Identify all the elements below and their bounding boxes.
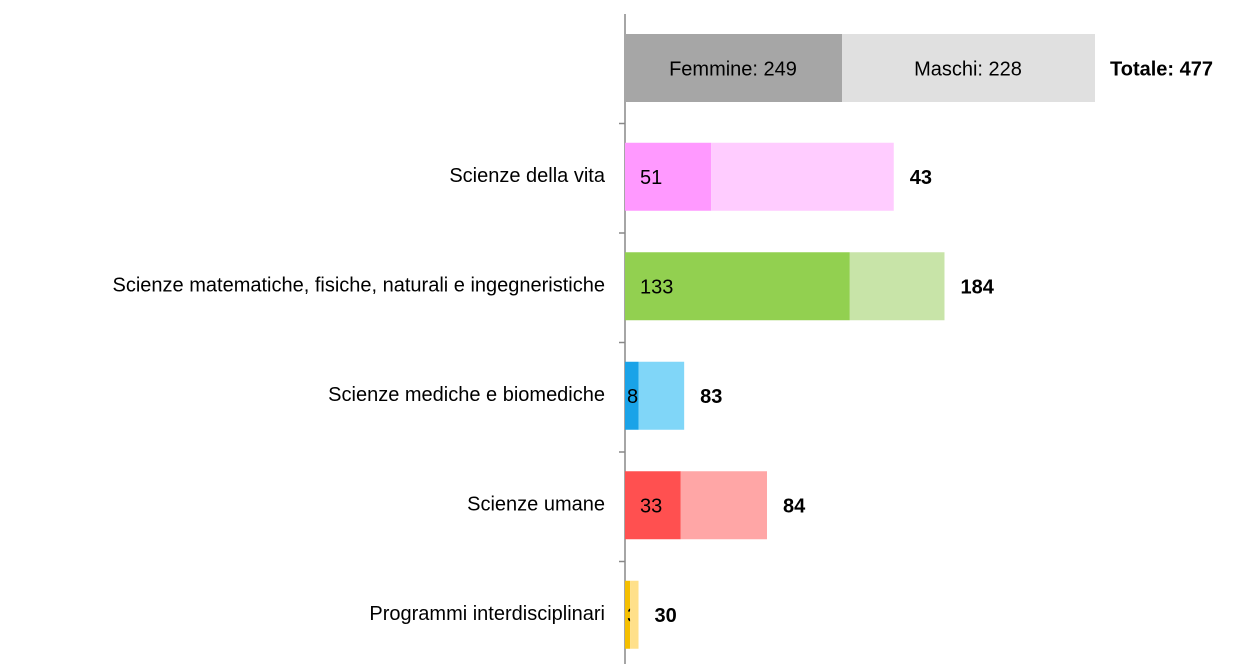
legend-male: Maschi: 228 [914, 58, 1022, 80]
bar-segment [638, 361, 685, 430]
bar-annotation: 43 [910, 167, 932, 189]
bar-segment [630, 580, 639, 649]
bar-segment [625, 471, 681, 540]
legend-female-swatch [625, 34, 842, 102]
bar-segment [849, 252, 945, 321]
bar-annotation: 83 [700, 386, 722, 408]
category-label: Scienze della vita [449, 165, 606, 187]
bar-segment [625, 580, 631, 649]
legend-total: Totale: 477 [1110, 58, 1213, 80]
bar-segment [680, 471, 767, 540]
bar-segment [625, 252, 850, 321]
bar-value-label: 33 [640, 496, 662, 518]
bar-segment [711, 142, 894, 211]
legend-female: Femmine: 249 [669, 58, 797, 80]
legend-male-swatch [842, 34, 1095, 102]
bar-annotation: 84 [783, 496, 806, 518]
bar-annotation: 184 [960, 277, 994, 299]
bar-value-label: 51 [640, 167, 662, 189]
category-label: Scienze matematiche, fisiche, naturali e… [113, 275, 605, 297]
bar-value-label: 8 [627, 386, 638, 408]
bar-segment [625, 361, 639, 430]
bar-segment [625, 142, 712, 211]
category-label: Scienze umane [467, 494, 605, 516]
category-label: Scienze mediche e biomediche [328, 384, 605, 406]
bar-value-label: 133 [640, 277, 673, 299]
category-label: Programmi interdisciplinari [369, 603, 605, 625]
bar-annotation: 30 [655, 605, 677, 627]
